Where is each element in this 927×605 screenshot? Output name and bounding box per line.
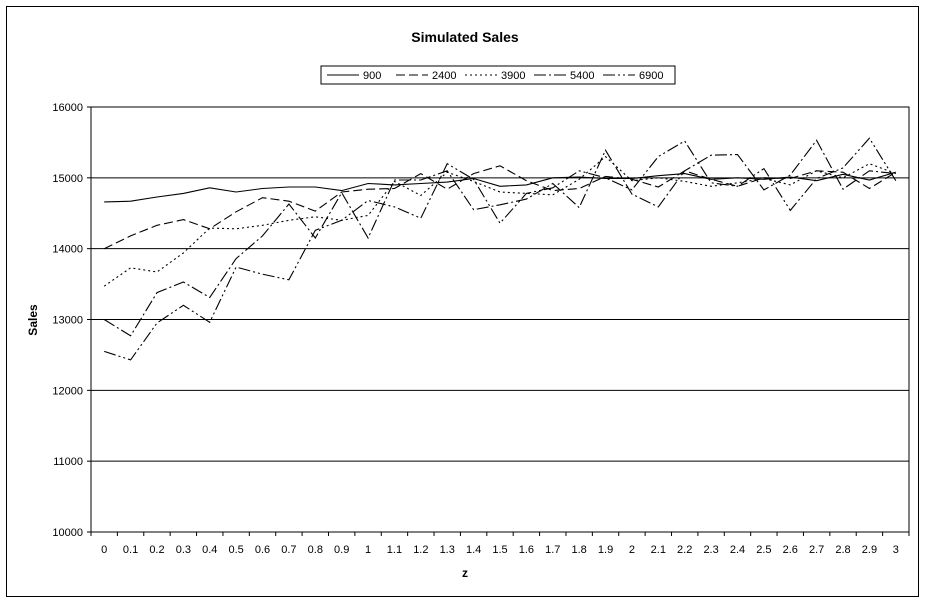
chart-canvas: Simulated Sales 900 2400 3900 5400 6900 1000… — [26, 29, 910, 580]
x-tick-label: 0 — [101, 544, 107, 556]
x-tick-label: 0.1 — [123, 544, 138, 556]
gridlines — [91, 177, 909, 462]
x-tick-label: 2.1 — [651, 544, 666, 556]
x-tick-label: 1 — [365, 544, 371, 556]
series-line-900 — [104, 171, 896, 203]
series-line-5400 — [103, 139, 896, 337]
x-tick-label: 1.1 — [387, 544, 402, 556]
x-axis-label: z — [462, 566, 468, 580]
series-line-6900 — [104, 137, 897, 361]
y-tick-label: 14000 — [52, 244, 83, 256]
x-tick-label: 0.3 — [176, 544, 191, 556]
y-axis-label: Sales — [26, 304, 40, 336]
x-tick-label: 2.9 — [862, 544, 877, 556]
x-tick-label: 2.5 — [756, 544, 771, 556]
x-tick-label: 2.6 — [783, 544, 798, 556]
y-tick-label: 10000 — [52, 527, 83, 539]
y-tick-label: 11000 — [53, 456, 83, 468]
y-tick-label: 15000 — [52, 173, 83, 185]
x-tick-label: 2.8 — [835, 544, 850, 556]
x-tick-label: 2.4 — [730, 544, 745, 556]
legend-label: 900 — [363, 70, 381, 82]
x-tick-label: 3 — [893, 544, 899, 556]
x-tick-label: 0.9 — [334, 544, 349, 556]
x-tick-label: 0.5 — [228, 544, 243, 556]
y-tick-label: 13000 — [52, 315, 83, 327]
x-tick-label: 1.7 — [545, 544, 560, 556]
x-tick-label: 0.2 — [149, 544, 164, 556]
x-tick-label: 2.7 — [809, 544, 824, 556]
legend: 900 2400 3900 5400 6900 — [320, 65, 676, 85]
x-tick-label: 2.2 — [677, 544, 692, 556]
x-tick-label: 1.9 — [598, 544, 613, 556]
x-tick-label: 1.3 — [440, 544, 455, 556]
y-tick-label: 16000 — [52, 102, 83, 114]
x-tick-label: 1.4 — [466, 544, 481, 556]
legend-label: 3900 — [501, 70, 525, 82]
x-tick-label: 0.4 — [202, 544, 217, 556]
x-tick-label: 1.8 — [572, 544, 587, 556]
x-tick-label: 1.2 — [413, 544, 428, 556]
chart-area: Simulated Sales 900 2400 3900 5400 6900 1000… — [6, 6, 919, 597]
x-axis: 0 0.1 0.2 0.3 0.4 0.5 0.6 0.7 0.8 0.9 1 1.1 1.2 1.3 1.… — [90, 532, 910, 556]
chart-title: Simulated Sales — [411, 29, 519, 45]
x-tick-label: 0.7 — [281, 544, 296, 556]
x-tick-label: 1.6 — [519, 544, 534, 556]
series-line-2400 — [103, 165, 897, 250]
y-tick-label: 12000 — [52, 385, 83, 397]
x-tick-label: 0.8 — [308, 544, 323, 556]
x-tick-label: 2 — [629, 544, 635, 556]
legend-box — [320, 65, 676, 85]
y-axis: 10000 11000 12000 13000 14000 15000 16000 — [52, 102, 91, 539]
x-tick-label: 0.6 — [255, 544, 270, 556]
legend-label: 6900 — [639, 70, 663, 82]
series-lines — [103, 137, 897, 361]
legend-label: 2400 — [432, 70, 456, 82]
x-tick-label: 2.3 — [703, 544, 718, 556]
legend-label: 5400 — [570, 70, 594, 82]
x-tick-label: 1.5 — [492, 544, 507, 556]
